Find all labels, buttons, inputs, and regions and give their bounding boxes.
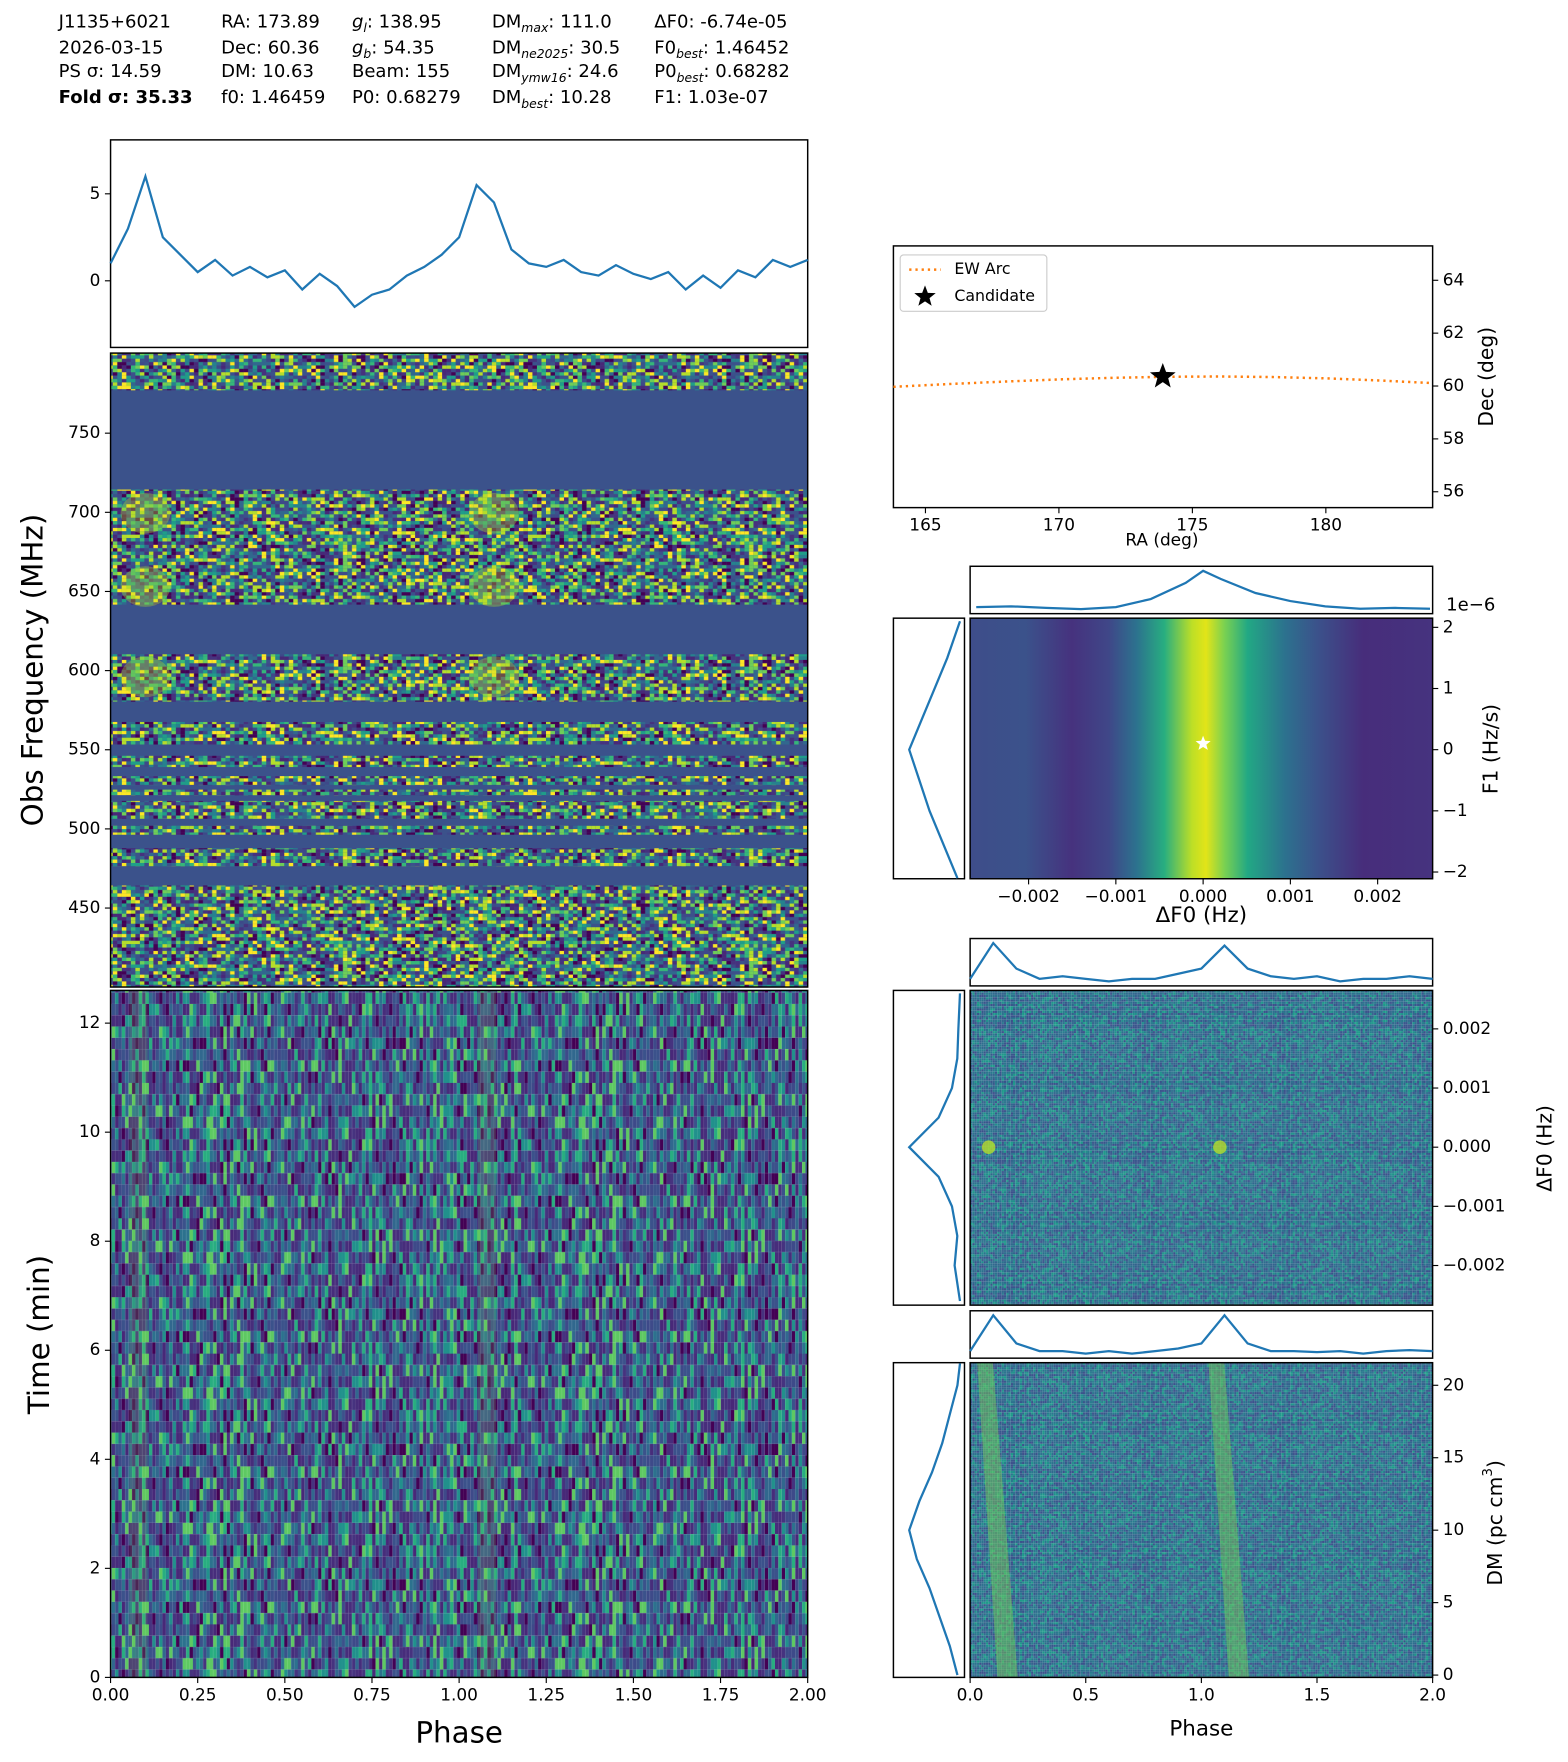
page: {"header":{"columns":[ [{"text":"J1135+6… [15,11,1557,1750]
